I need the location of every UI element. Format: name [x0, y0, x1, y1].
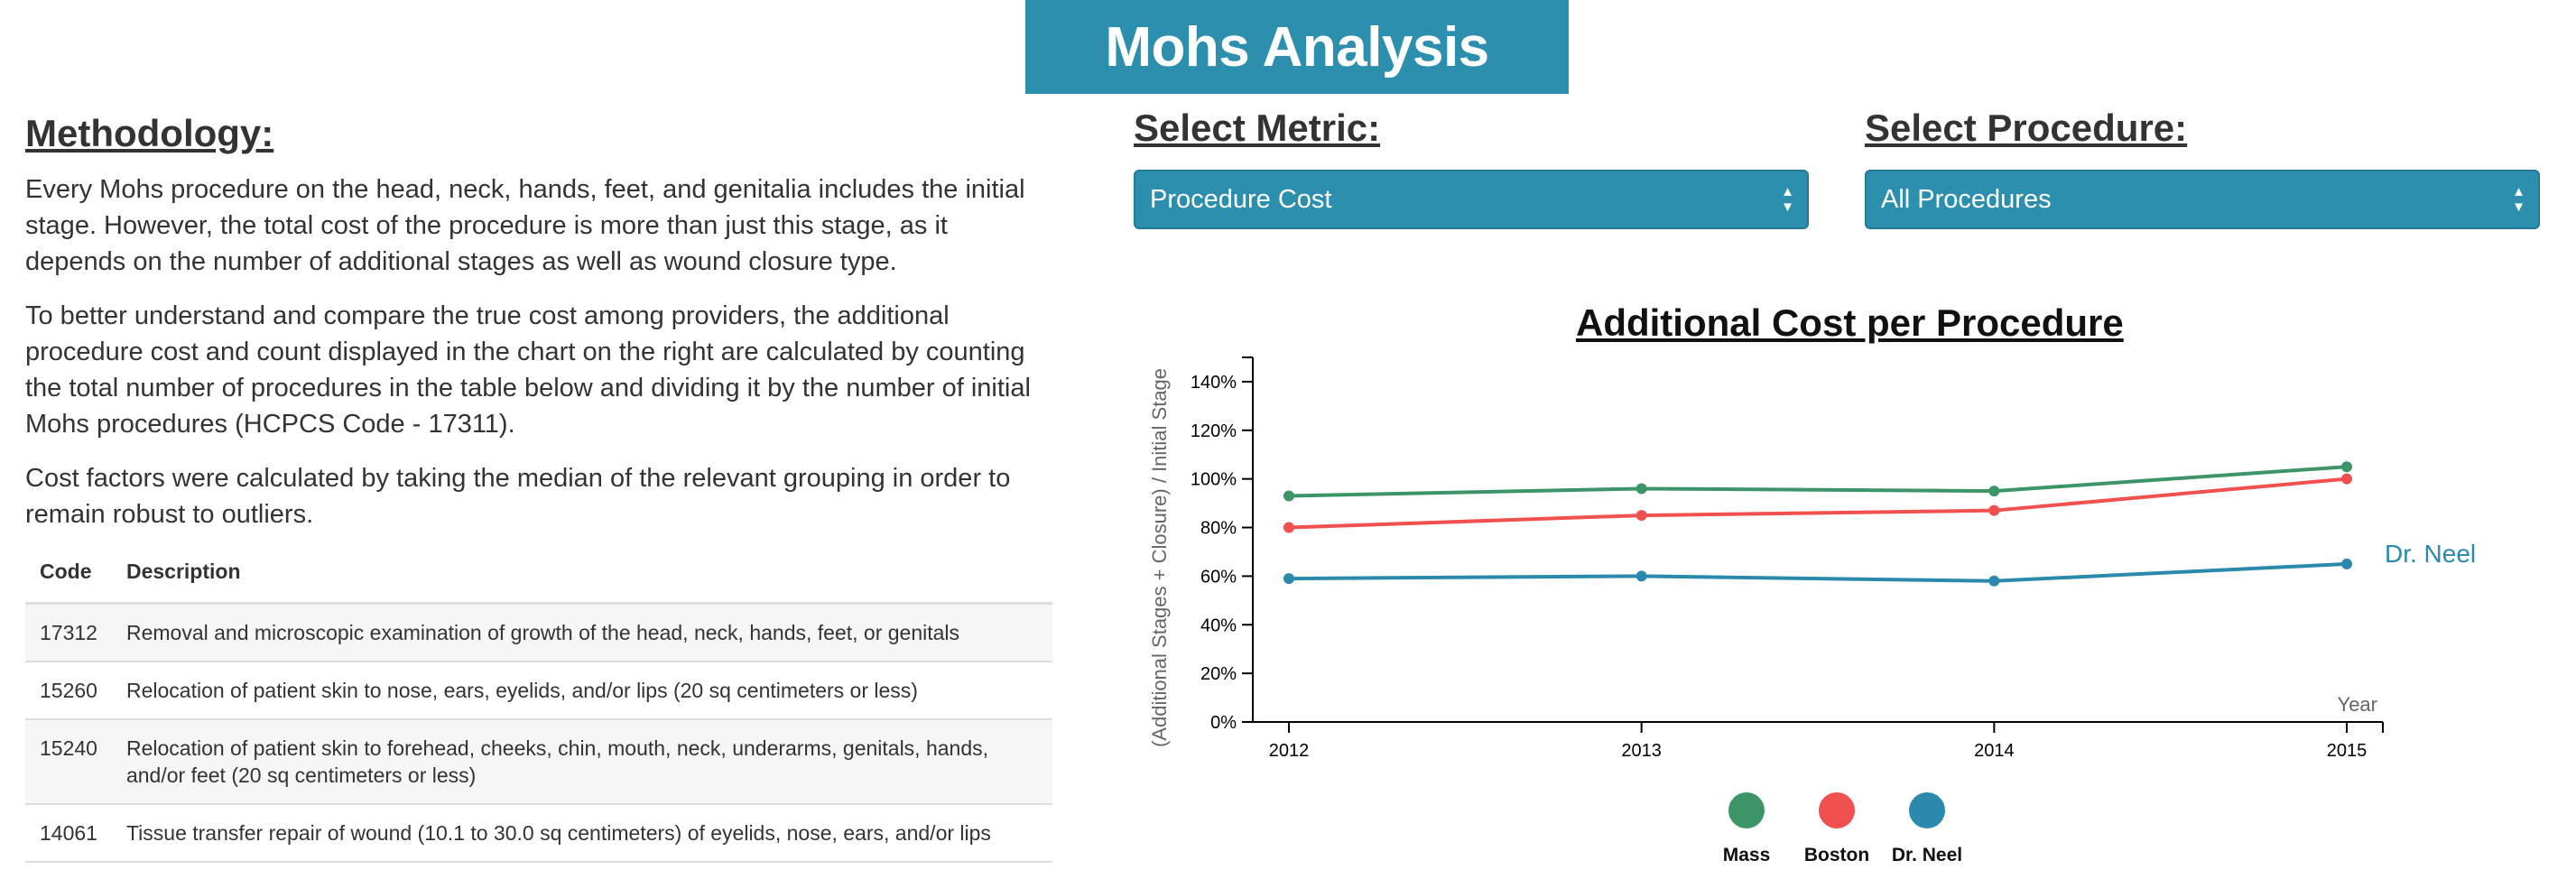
- legend-swatch: [1909, 792, 1945, 828]
- table-row: 17312 Removal and microscopic examinatio…: [25, 603, 1052, 662]
- legend-label: Dr. Neel: [1892, 845, 1962, 865]
- data-point-mass: [2341, 461, 2352, 473]
- code-cell: 14061: [25, 804, 112, 863]
- series-line-boston: [1288, 477, 2348, 530]
- data-point-mass: [1283, 490, 1294, 502]
- x-tick-label: 2012: [1269, 741, 1310, 761]
- series-end-label: Dr. Neel: [2385, 540, 2476, 568]
- series-line-mass: [1288, 465, 2348, 498]
- x-axis-label: Year: [2338, 693, 2377, 716]
- chart-legend: Mass Boston Dr. Neel: [1723, 792, 1962, 865]
- table-header-row: Code Description: [25, 560, 1052, 605]
- page-title: Mohs Analysis: [1105, 15, 1489, 79]
- y-tick-label: 60%: [1200, 567, 1237, 587]
- code-cell: 15240: [25, 719, 112, 805]
- table-row: 15260 Relocation of patient skin to nose…: [25, 662, 1052, 720]
- procedure-selected-value: All Procedures: [1881, 184, 2052, 214]
- data-point-dr-neel: [1988, 575, 2000, 587]
- procedure-select[interactable]: All Procedures ▲ ▼: [1865, 170, 2540, 229]
- data-point-dr-neel: [1635, 570, 1647, 582]
- table-row: 14061 Tissue transfer repair of wound (1…: [25, 804, 1052, 863]
- y-tick-label: 40%: [1200, 615, 1237, 635]
- legend-swatch: [1819, 792, 1855, 828]
- data-point-boston: [1283, 522, 1294, 533]
- data-point-boston: [1988, 504, 2000, 516]
- y-tick-label: 100%: [1191, 470, 1237, 490]
- y-axis-label: (Additional Stages + Closure) / Initial …: [1148, 368, 1171, 747]
- x-tick-label: 2014: [1974, 741, 2015, 761]
- data-point-dr-neel: [1283, 573, 1294, 585]
- y-tick-label: 140%: [1191, 373, 1237, 393]
- y-axis: 0% 20% 40% 60% 80% 100% 120% 140% (Additional St…: [1148, 356, 1254, 747]
- code-cell: 15260: [25, 662, 112, 720]
- series-layer: Dr. Neel: [1283, 461, 2476, 587]
- description-cell: Removal and microscopic examination of g…: [111, 603, 1052, 662]
- x-axis: 2012 2013 2014 2015 Year: [1253, 693, 2384, 761]
- page-title-banner: Mohs Analysis: [1025, 0, 1569, 94]
- metric-selected-value: Procedure Cost: [1150, 184, 1332, 214]
- metric-label: Select Metric:: [1134, 106, 1381, 149]
- chart-title: Additional Cost per Procedure: [1576, 301, 2124, 344]
- description-cell: Relocation of patient skin to nose, ears…: [111, 662, 1052, 720]
- series-line-dr-neel: [1288, 561, 2348, 583]
- metric-select[interactable]: Procedure Cost ▲ ▼: [1134, 170, 1809, 229]
- methodology-heading: Methodology:: [25, 112, 274, 154]
- x-tick-label: 2013: [1621, 741, 1662, 761]
- data-point-dr-neel: [2341, 558, 2352, 569]
- updown-arrows-icon: ▲ ▼: [2512, 184, 2525, 215]
- description-cell: Relocation of patient skin to forehead, …: [111, 719, 1052, 805]
- legend-swatch: [1728, 792, 1765, 828]
- data-point-boston: [2341, 473, 2352, 485]
- methodology-paragraph-2: To better understand and compare the tru…: [25, 301, 1031, 439]
- column-header-code: Code: [25, 560, 112, 605]
- data-point-mass: [1635, 483, 1647, 495]
- legend-label: Mass: [1723, 845, 1771, 865]
- y-tick-label: 0%: [1210, 713, 1237, 733]
- legend-label: Boston: [1804, 845, 1869, 865]
- methodology-paragraph-1: Every Mohs procedure on the head, neck, …: [25, 175, 1025, 276]
- methodology-paragraph-3: Cost factors were calculated by taking t…: [25, 464, 1011, 529]
- procedure-code-table: Code Description 17312 Removal and micro…: [25, 560, 1052, 863]
- procedure-label: Select Procedure:: [1865, 106, 2188, 149]
- table-row: 15240 Relocation of patient skin to fore…: [25, 719, 1052, 805]
- updown-arrows-icon: ▲ ▼: [1781, 184, 1794, 215]
- methodology-section: Methodology: Every Mohs procedure on the…: [25, 106, 1054, 863]
- description-cell: Tissue transfer repair of wound (10.1 to…: [111, 804, 1052, 863]
- code-cell: 17312: [25, 603, 112, 662]
- line-chart: 0% 20% 40% 60% 80% 100% 120% 140% (Additional St…: [1148, 356, 2476, 865]
- y-tick-label: 80%: [1200, 519, 1237, 539]
- y-tick-label: 120%: [1191, 421, 1237, 441]
- y-tick-label: 20%: [1200, 664, 1237, 684]
- x-tick-label: 2015: [2327, 741, 2368, 761]
- data-point-mass: [1988, 486, 2000, 497]
- data-point-boston: [1635, 510, 1647, 522]
- column-header-description: Description: [111, 560, 1052, 605]
